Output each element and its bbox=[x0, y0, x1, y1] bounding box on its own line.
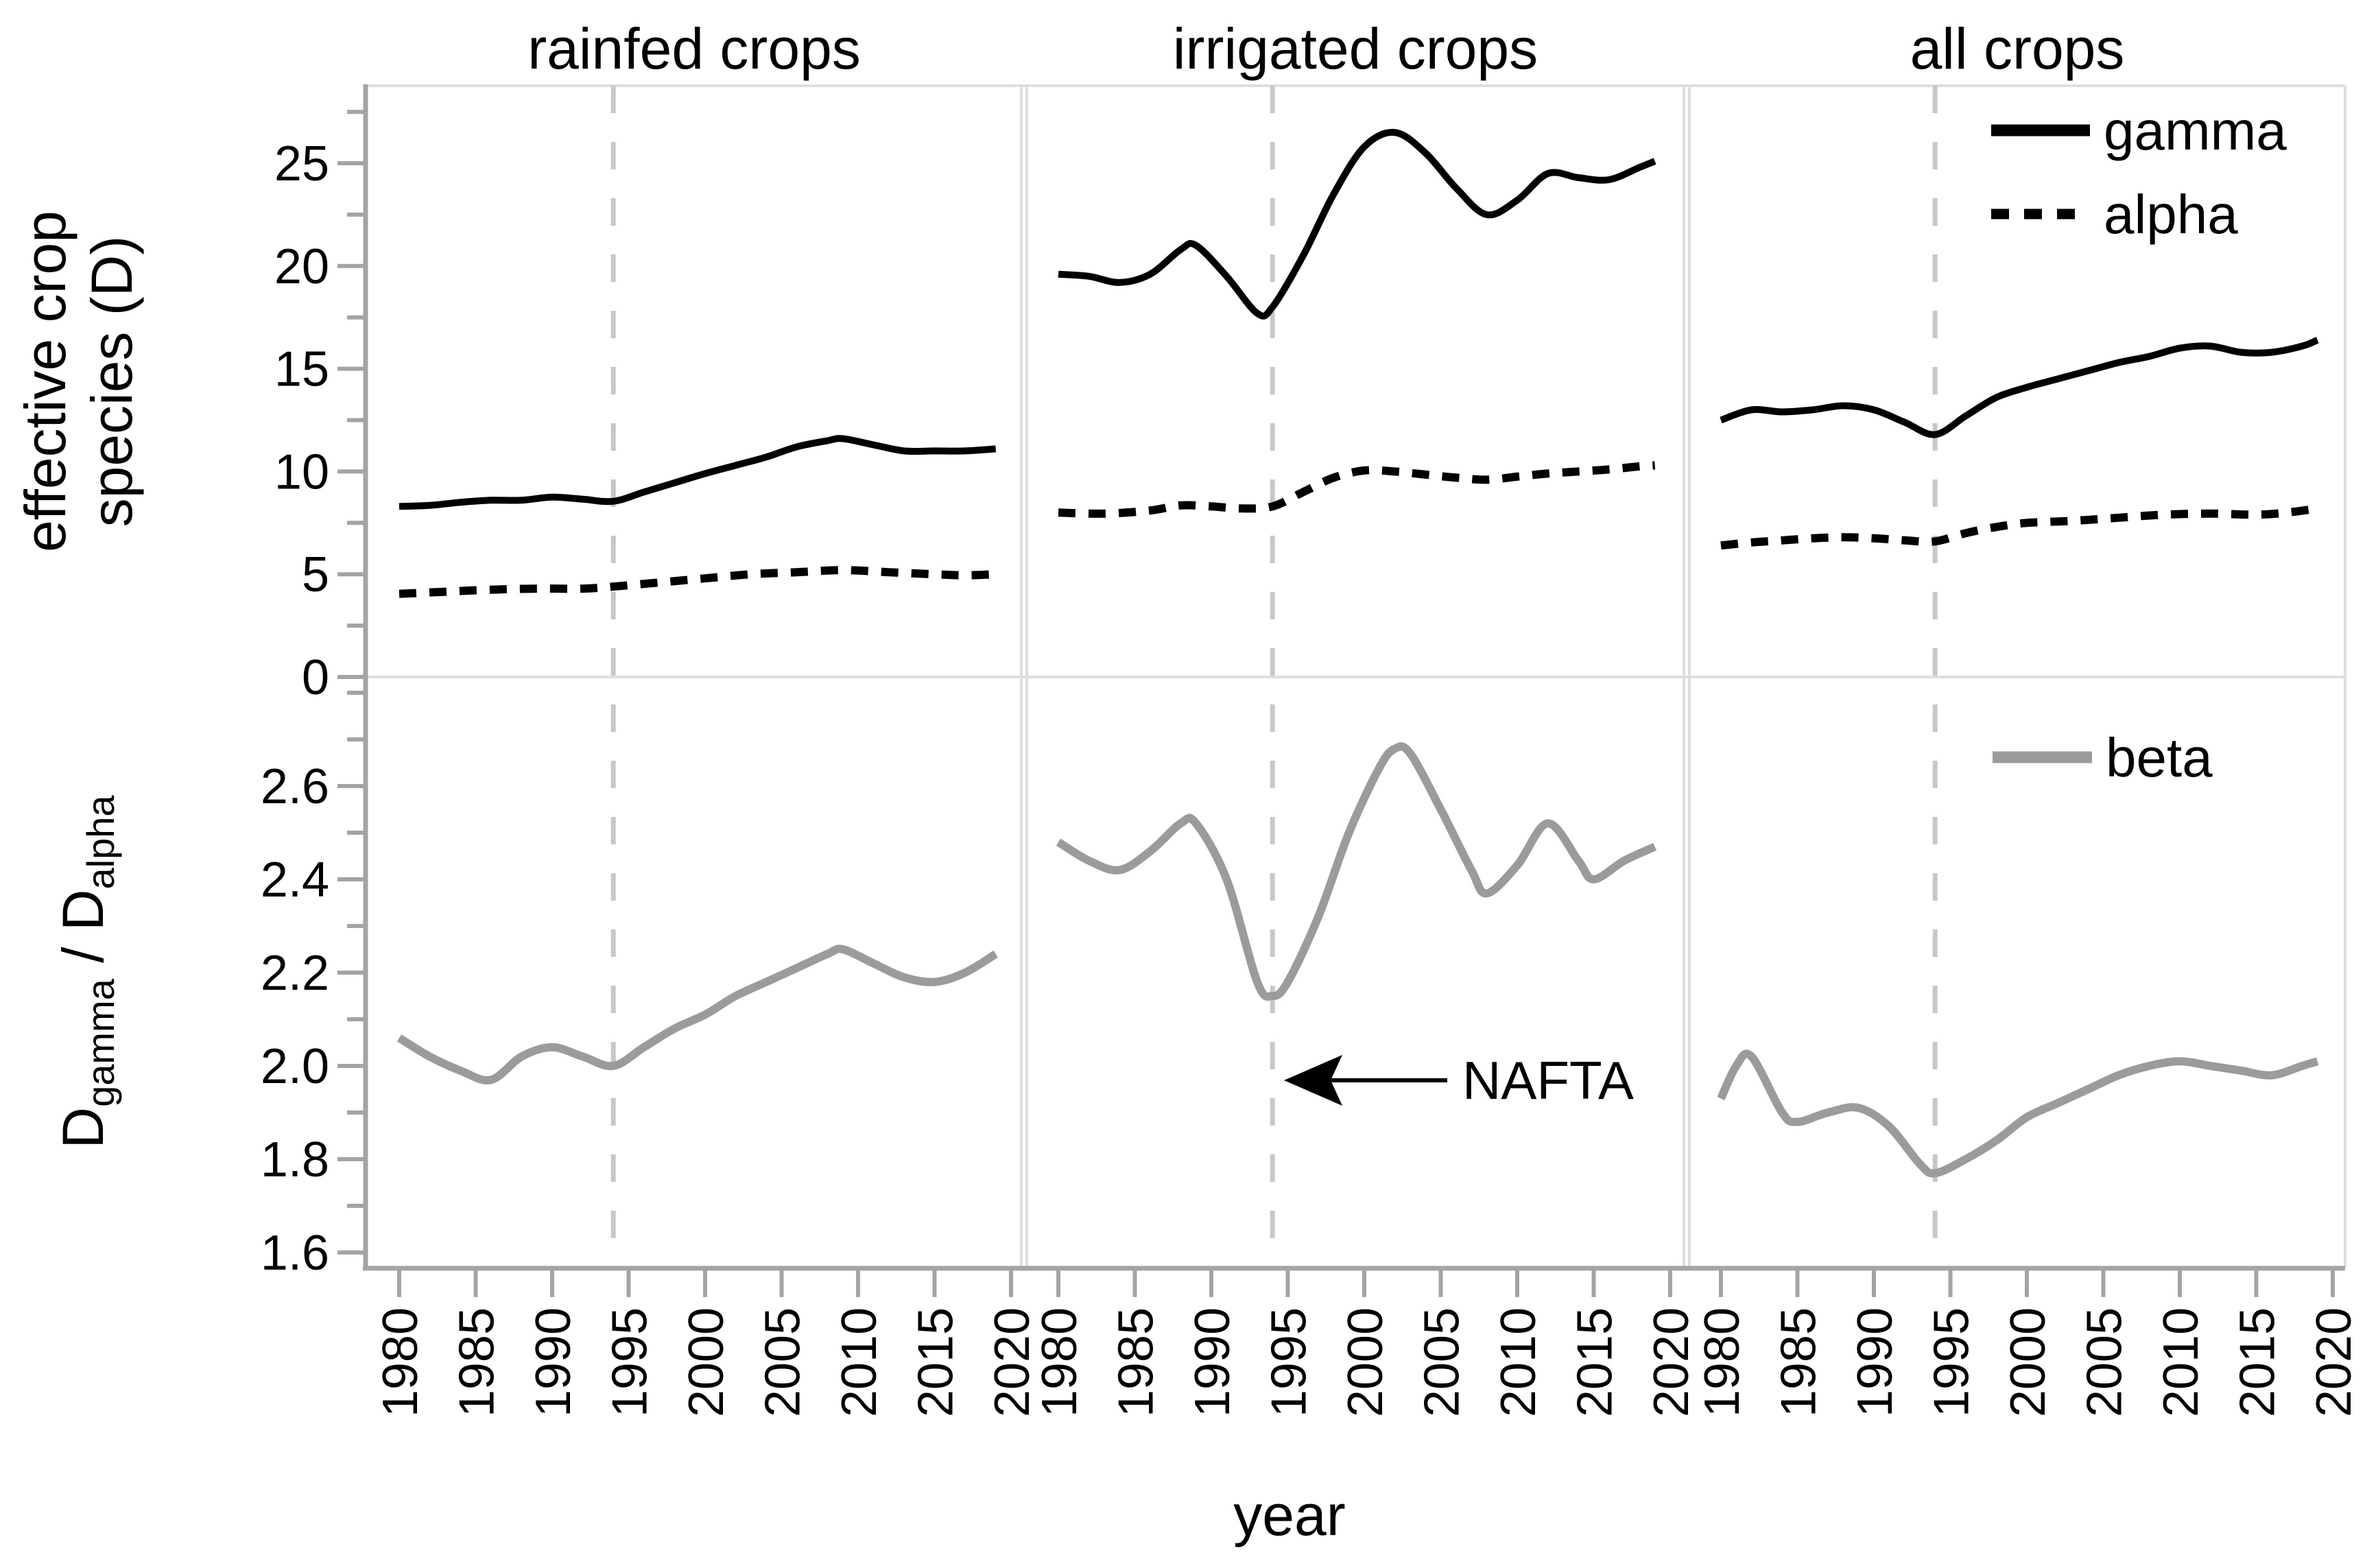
legend-alpha-label: alpha bbox=[2104, 184, 2238, 245]
y-tick-label: 15 bbox=[274, 342, 329, 397]
x-tick-label: 1980 bbox=[1032, 1307, 1087, 1417]
x-tick-label: 1980 bbox=[373, 1307, 428, 1417]
y-tick-label: 5 bbox=[302, 547, 329, 602]
y-axis-title-top-line2: species (D) bbox=[80, 236, 144, 527]
x-tick-label: 2020 bbox=[2307, 1307, 2362, 1417]
x-tick-label: 1995 bbox=[603, 1307, 658, 1417]
y-tick-label: 25 bbox=[274, 136, 329, 191]
x-tick-label: 2020 bbox=[1644, 1307, 1699, 1417]
x-tick-label: 2000 bbox=[1338, 1307, 1393, 1417]
panels-layer: 0 5 10 15 20 25 2.6 2.4 2.2 2.0 1.8 1.6 1980 1985 1990… bbox=[261, 84, 2362, 1417]
nafta-arrow-head-icon bbox=[1284, 1055, 1342, 1106]
y-tick-label: 10 bbox=[274, 444, 329, 499]
x-tick-label: 1995 bbox=[1925, 1307, 1980, 1417]
x-tick-label: 2010 bbox=[832, 1307, 887, 1417]
curve-gamma-rainfed-crops bbox=[399, 435, 997, 510]
curve-beta-rainfed-crops bbox=[396, 945, 998, 1085]
x-tick-label: 1995 bbox=[1262, 1307, 1317, 1417]
facet-title-allcrops: all crops bbox=[1910, 16, 2125, 81]
y-tick-label: 2.0 bbox=[261, 1039, 329, 1094]
y-tick-label: 2.4 bbox=[261, 853, 329, 907]
x-tick-label: 2005 bbox=[1415, 1307, 1470, 1417]
legend-top: gamma alpha bbox=[1991, 100, 2287, 245]
x-tick-label: 2015 bbox=[1568, 1307, 1623, 1417]
curve-alpha-irrigated-crops bbox=[1058, 461, 1656, 518]
x-tick-label: 2020 bbox=[985, 1307, 1040, 1417]
x-tick-label: 1990 bbox=[1185, 1307, 1240, 1417]
nafta-annotation: NAFTA bbox=[1284, 1050, 1634, 1110]
y-tick-label: 20 bbox=[274, 239, 329, 294]
x-tick-label: 1985 bbox=[450, 1307, 505, 1417]
x-tick-label: 2000 bbox=[2001, 1307, 2056, 1417]
x-tick-label: 1990 bbox=[526, 1307, 581, 1417]
x-tick-label: 2015 bbox=[2231, 1307, 2285, 1417]
y-tick-label: 1.8 bbox=[261, 1132, 329, 1187]
x-tick-label: 1985 bbox=[1109, 1307, 1164, 1417]
curve-beta-all-crops bbox=[1717, 1049, 2319, 1178]
x-tick-label: 2005 bbox=[2078, 1307, 2132, 1417]
facet-title-irrigated: irrigated crops bbox=[1173, 16, 1538, 81]
x-tick-label: 2015 bbox=[909, 1307, 964, 1417]
curve-alpha-rainfed-crops bbox=[399, 566, 996, 598]
y-axis-title-bottom: Dgamma / Dalpha bbox=[51, 795, 122, 1149]
x-tick-label: 2010 bbox=[2154, 1307, 2209, 1417]
x-axis-title: year bbox=[1233, 1483, 1345, 1547]
curve-gamma-irrigated-crops bbox=[1058, 128, 1656, 320]
curve-beta-irrigated-crops bbox=[1056, 742, 1657, 1001]
y-tick-label: 2.6 bbox=[261, 759, 329, 814]
x-tick-label: 1990 bbox=[1848, 1307, 1903, 1417]
nafta-label: NAFTA bbox=[1462, 1050, 1634, 1110]
legend-beta-label: beta bbox=[2106, 727, 2213, 788]
legend-bottom: beta bbox=[1993, 727, 2213, 788]
x-tick-label: 1985 bbox=[1772, 1307, 1827, 1417]
curve-gamma-all-crops bbox=[1720, 337, 2319, 438]
y-tick-label: 0 bbox=[302, 650, 329, 705]
y-tick-label: 2.2 bbox=[261, 946, 329, 1001]
x-tick-label: 2010 bbox=[1491, 1307, 1546, 1417]
y-tick-label: 1.6 bbox=[261, 1226, 329, 1281]
y-axis-title-top-line1: effective crop bbox=[13, 211, 78, 552]
facet-title-rainfed: rainfed crops bbox=[527, 16, 861, 81]
legend-gamma-label: gamma bbox=[2104, 100, 2287, 161]
x-tick-label: 2005 bbox=[756, 1307, 811, 1417]
curve-alpha-all-crops bbox=[1720, 504, 2318, 550]
x-tick-label: 2000 bbox=[679, 1307, 734, 1417]
x-tick-label: 1980 bbox=[1695, 1307, 1750, 1417]
